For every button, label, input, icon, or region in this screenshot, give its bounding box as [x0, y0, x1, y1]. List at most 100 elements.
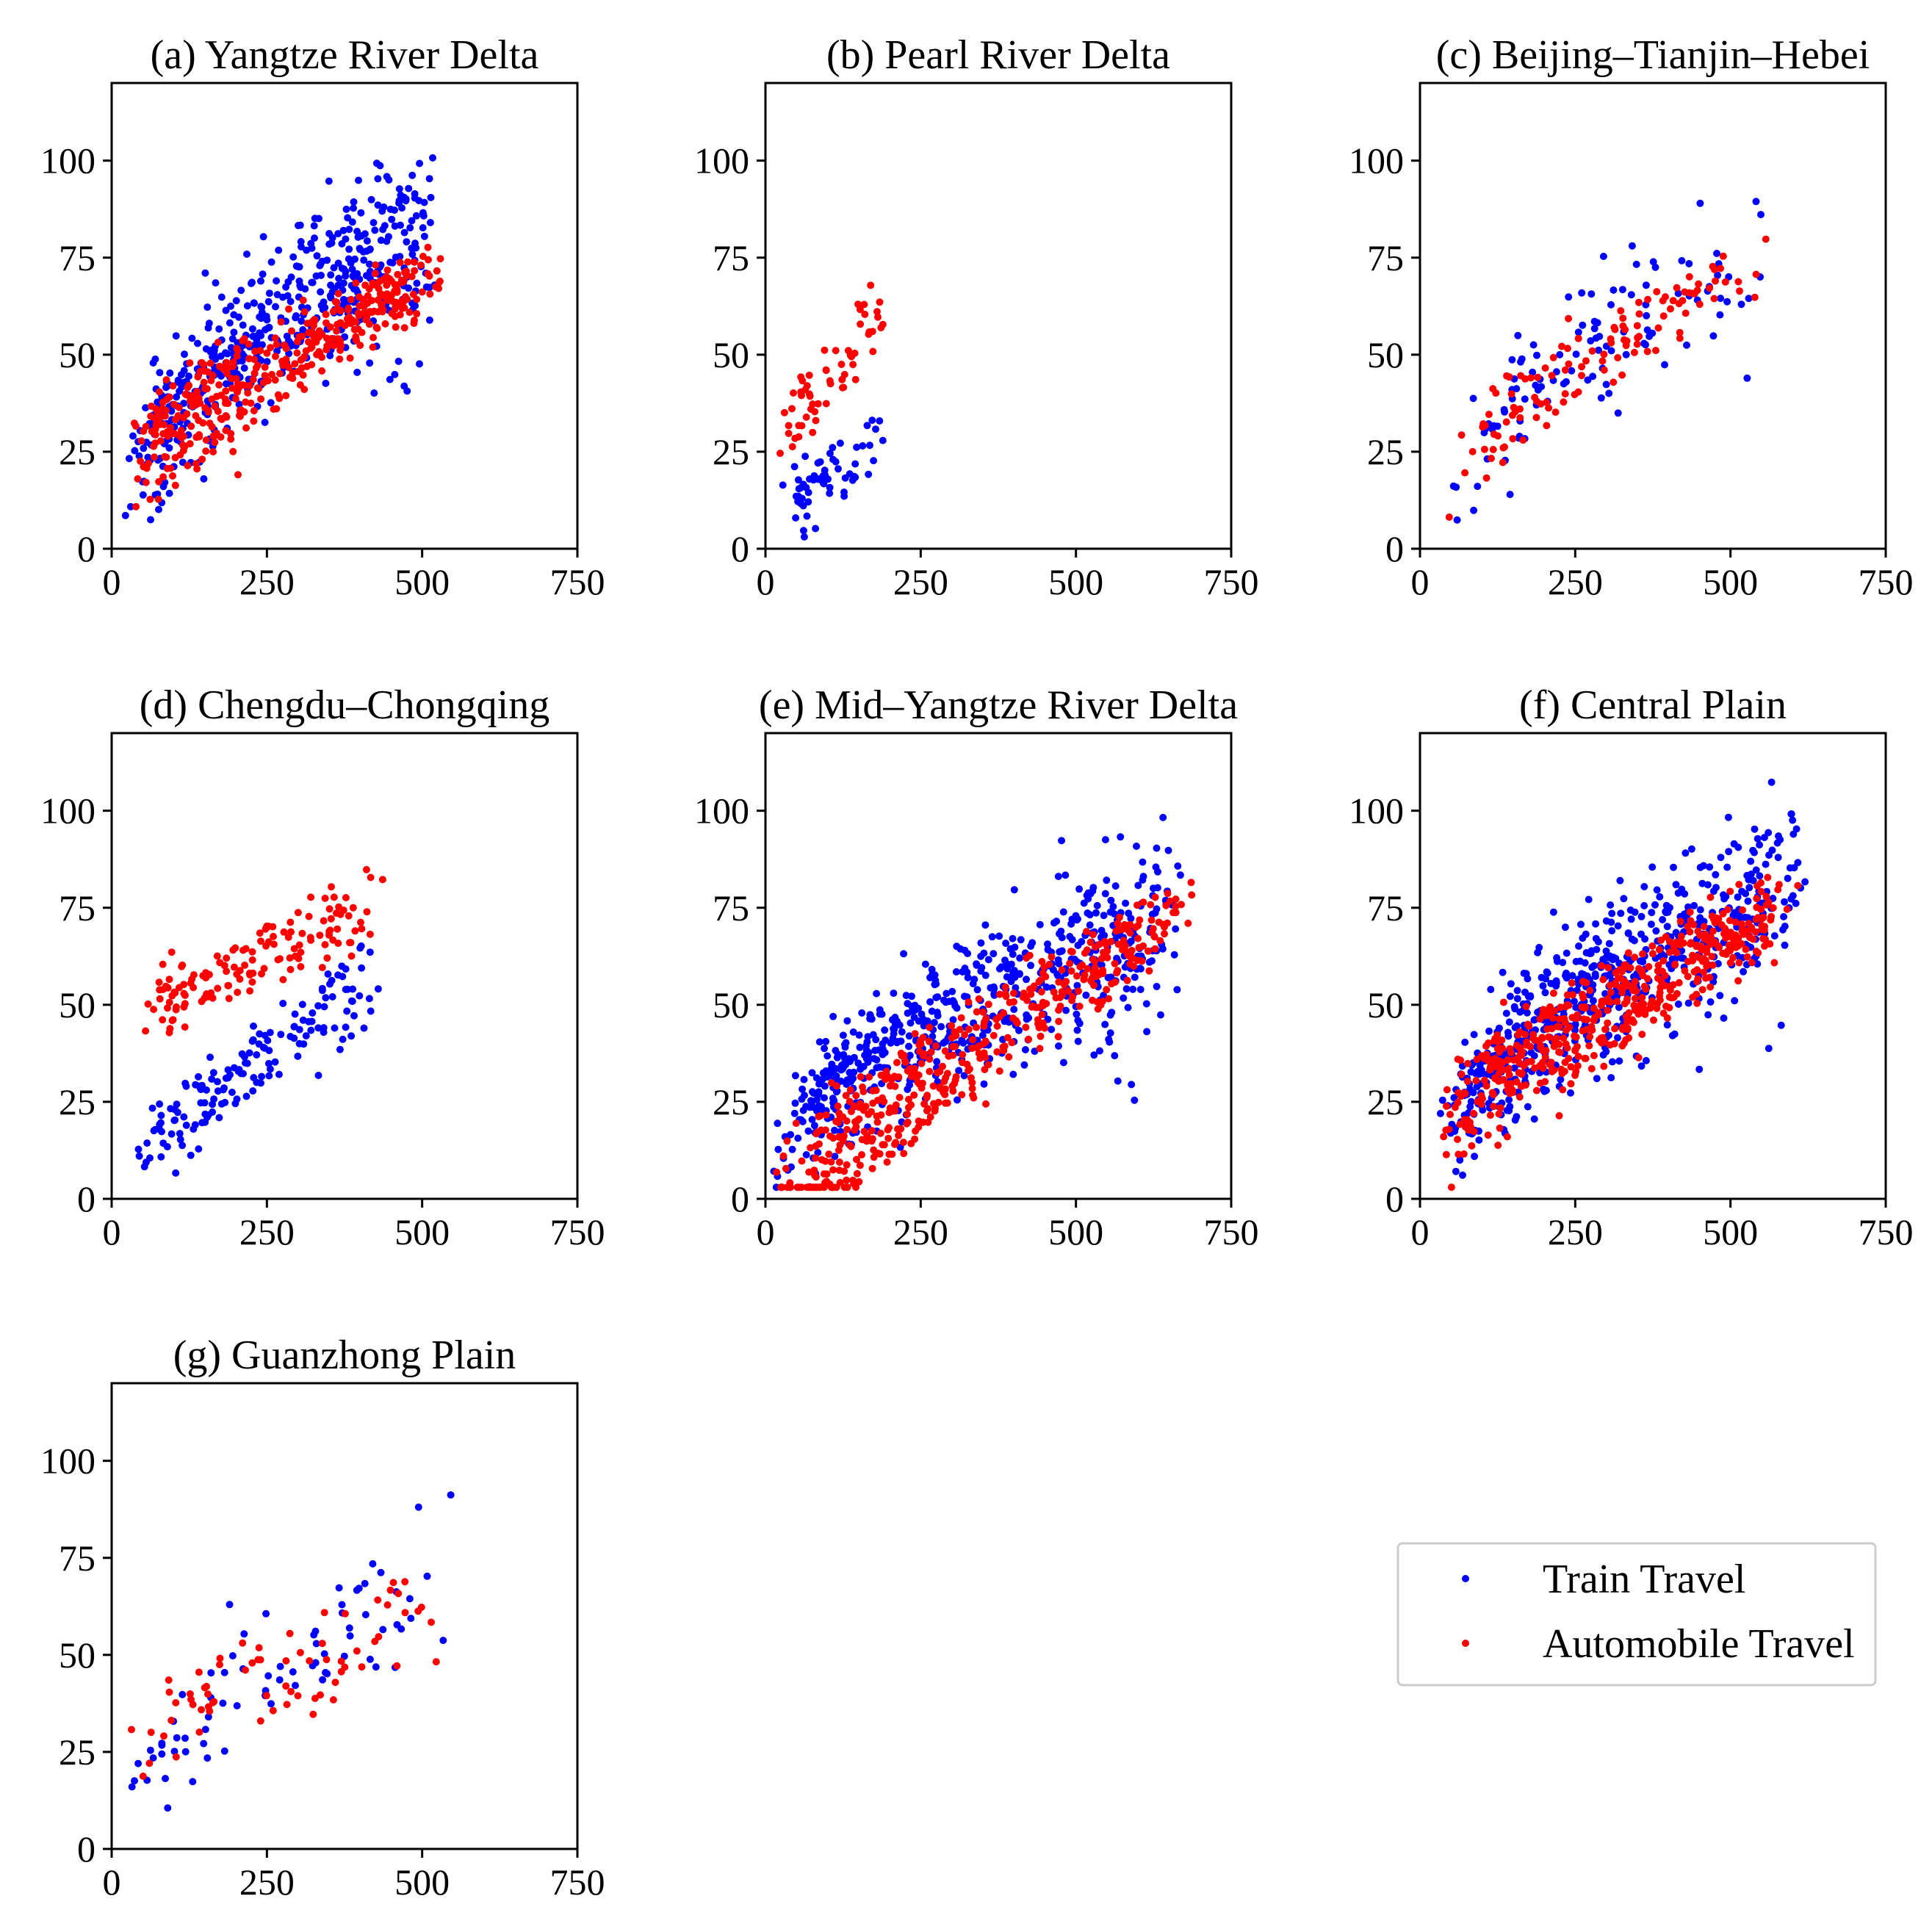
y-tick-label: 50 — [1367, 334, 1404, 375]
automobile-point — [1673, 284, 1681, 292]
panel-title: (d) Chengdu–Chongqing — [140, 682, 549, 728]
train-point — [839, 1031, 847, 1039]
automobile-point — [1572, 1033, 1580, 1041]
automobile-point — [392, 323, 400, 331]
train-point — [385, 176, 393, 184]
train-point — [342, 272, 350, 280]
automobile-point — [1062, 978, 1070, 986]
train-point — [248, 325, 256, 333]
automobile-point — [973, 1044, 981, 1052]
train-point — [1023, 976, 1030, 984]
automobile-point — [307, 893, 315, 901]
automobile-point — [179, 447, 187, 455]
train-point — [1608, 1058, 1616, 1066]
automobile-point — [1469, 1109, 1477, 1117]
train-point — [275, 246, 283, 254]
train-point — [1678, 256, 1686, 264]
automobile-point — [216, 1661, 223, 1669]
automobile-point — [1009, 1014, 1017, 1022]
automobile-point — [1455, 1089, 1463, 1097]
train-point — [1651, 901, 1659, 909]
automobile-point — [862, 1103, 870, 1111]
automobile-point — [1631, 953, 1639, 962]
train-point — [1684, 999, 1693, 1007]
train-point — [1682, 849, 1690, 857]
train-point — [958, 1036, 966, 1045]
automobile-point — [1600, 1062, 1608, 1070]
automobile-point — [1507, 390, 1515, 398]
train-point — [931, 971, 939, 979]
automobile-point — [228, 384, 236, 392]
train-point — [859, 1063, 868, 1070]
train-point — [1627, 291, 1635, 299]
train-point — [1522, 970, 1530, 978]
train-point — [810, 472, 818, 480]
train-point — [853, 443, 861, 451]
automobile-point — [225, 981, 233, 989]
automobile-point — [948, 1034, 956, 1042]
train-point — [143, 1139, 151, 1147]
train-point — [1114, 1077, 1122, 1085]
train-point — [810, 1122, 818, 1130]
automobile-point — [223, 967, 231, 976]
train-point — [298, 317, 306, 325]
train-point — [158, 1750, 166, 1758]
train-point — [1101, 890, 1109, 898]
train-point — [835, 465, 842, 473]
train-point — [1153, 844, 1161, 852]
train-point — [1562, 949, 1571, 957]
automobile-point — [433, 267, 441, 275]
train-point — [334, 230, 342, 238]
automobile-point — [1693, 942, 1701, 951]
automobile-point — [1684, 923, 1692, 931]
train-point — [174, 378, 182, 386]
train-point — [1016, 954, 1024, 962]
automobile-point — [1115, 926, 1123, 934]
automobile-point — [257, 395, 265, 403]
train-point — [1640, 902, 1648, 909]
train-point — [1591, 973, 1599, 981]
automobile-point — [333, 909, 340, 917]
train-point — [1100, 912, 1108, 920]
automobile-point — [1653, 288, 1661, 296]
train-point — [1616, 876, 1624, 884]
automobile-point — [244, 389, 252, 397]
automobile-point — [1693, 286, 1701, 295]
train-point — [140, 444, 148, 452]
train-point — [215, 325, 223, 333]
train-point — [1680, 910, 1688, 918]
automobile-point — [797, 373, 805, 381]
automobile-point — [1506, 1045, 1514, 1053]
automobile-point — [1055, 1017, 1063, 1025]
automobile-point — [969, 1036, 977, 1044]
train-point — [876, 1063, 884, 1071]
automobile-point — [1442, 1150, 1450, 1158]
train-point — [792, 514, 800, 522]
train-point — [176, 1130, 184, 1138]
automobile-point — [1629, 1016, 1636, 1024]
train-point — [439, 1637, 447, 1645]
train-point — [1622, 350, 1630, 358]
automobile-point — [1496, 1124, 1504, 1132]
automobile-point — [207, 989, 215, 997]
train-point — [187, 1151, 195, 1159]
automobile-point — [1465, 1126, 1473, 1134]
automobile-point — [274, 391, 282, 399]
train-point — [394, 357, 403, 365]
train-point — [238, 357, 246, 365]
automobile-point — [1009, 989, 1017, 997]
automobile-point — [250, 369, 259, 377]
automobile-point — [886, 1082, 894, 1090]
automobile-point — [347, 295, 355, 303]
train-point — [1685, 260, 1693, 267]
automobile-point — [331, 1679, 339, 1687]
automobile-point — [250, 417, 258, 425]
automobile-point — [342, 894, 350, 901]
automobile-point — [1624, 949, 1632, 957]
automobile-point — [843, 1125, 851, 1133]
automobile-point — [202, 447, 210, 455]
train-point — [951, 999, 958, 1007]
train-point — [1784, 874, 1792, 882]
automobile-point — [1622, 1036, 1630, 1044]
train-point — [164, 1804, 172, 1812]
